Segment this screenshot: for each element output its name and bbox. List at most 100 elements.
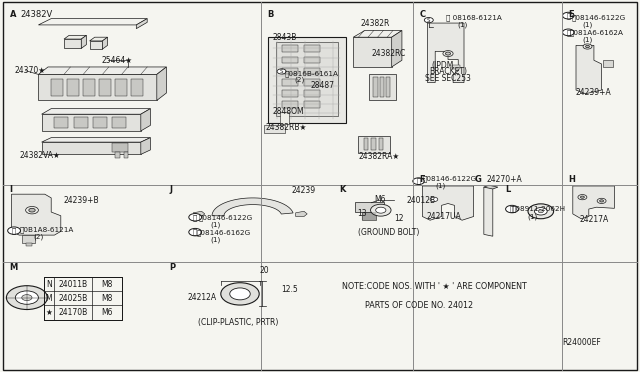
Text: Ⓑ: Ⓑ [193, 229, 197, 235]
Text: Ⓚ: Ⓚ [510, 206, 514, 212]
Polygon shape [603, 60, 613, 67]
Bar [282, 90, 298, 97]
Text: Ⓑ: Ⓑ [566, 29, 570, 36]
Text: Ⓑ: Ⓑ [12, 227, 16, 234]
Polygon shape [90, 37, 108, 41]
Text: 24212A: 24212A [188, 293, 217, 302]
Text: B: B [268, 10, 274, 19]
Polygon shape [93, 117, 107, 128]
Polygon shape [484, 185, 498, 189]
Text: E: E [568, 10, 574, 19]
Polygon shape [112, 117, 126, 128]
Text: C: C [419, 10, 426, 19]
Polygon shape [115, 152, 120, 158]
Text: Ⓑ081A6-6162A: Ⓑ081A6-6162A [570, 29, 623, 36]
Bar [304, 101, 320, 108]
Text: ␨0816B-6161A: ␨0816B-6161A [285, 70, 339, 77]
Polygon shape [379, 138, 383, 150]
Polygon shape [54, 117, 68, 128]
Circle shape [424, 17, 433, 23]
Polygon shape [280, 112, 289, 124]
Polygon shape [355, 202, 384, 212]
Polygon shape [83, 79, 95, 96]
Text: H: H [568, 175, 575, 184]
Circle shape [586, 45, 589, 48]
Text: 2843B: 2843B [273, 33, 297, 42]
Text: (IPDM: (IPDM [431, 61, 454, 70]
Circle shape [15, 291, 38, 304]
Bar [282, 79, 298, 86]
Circle shape [443, 51, 453, 57]
Text: (CLIP-PLASTIC, PRTR): (CLIP-PLASTIC, PRTR) [198, 318, 279, 327]
Bar [44, 277, 122, 320]
Text: 24382RA★: 24382RA★ [358, 152, 399, 161]
Circle shape [277, 69, 286, 74]
Text: (1): (1) [582, 22, 593, 28]
Text: Ⓑ: Ⓑ [566, 12, 570, 19]
Polygon shape [38, 19, 147, 25]
Polygon shape [131, 79, 143, 96]
Polygon shape [371, 138, 376, 150]
Polygon shape [38, 74, 157, 100]
Bar [304, 57, 320, 63]
Text: 2848OM: 2848OM [273, 107, 304, 116]
Polygon shape [141, 109, 150, 131]
Polygon shape [42, 114, 141, 131]
Polygon shape [353, 31, 402, 37]
Polygon shape [358, 136, 390, 153]
Text: 24382R: 24382R [360, 19, 390, 28]
Text: 24011B: 24011B [58, 280, 88, 289]
Polygon shape [74, 117, 88, 128]
Text: 24382V: 24382V [20, 10, 52, 19]
Polygon shape [212, 198, 293, 216]
Text: M: M [10, 263, 18, 272]
Polygon shape [26, 243, 32, 246]
Polygon shape [392, 31, 402, 67]
Polygon shape [276, 42, 338, 116]
Polygon shape [452, 65, 460, 69]
Polygon shape [42, 138, 150, 142]
Text: 24012B: 24012B [406, 196, 436, 205]
Text: M8: M8 [101, 280, 113, 289]
Text: Ⓑ08146-6122G: Ⓑ08146-6122G [422, 175, 477, 182]
Polygon shape [573, 186, 614, 219]
Polygon shape [369, 74, 396, 100]
Bar [282, 57, 298, 63]
Bar [282, 45, 298, 52]
Text: M6: M6 [101, 308, 113, 317]
Polygon shape [264, 125, 285, 133]
Polygon shape [51, 79, 63, 96]
Circle shape [538, 210, 543, 213]
Text: PARTS OF CODE NO. 24012: PARTS OF CODE NO. 24012 [365, 301, 473, 310]
Bar [304, 90, 320, 97]
Text: Ⓚ08911-2062H: Ⓚ08911-2062H [512, 206, 566, 212]
Polygon shape [67, 79, 79, 96]
Polygon shape [193, 211, 205, 217]
Polygon shape [386, 77, 390, 97]
Text: M: M [45, 294, 52, 303]
Circle shape [580, 196, 584, 198]
Polygon shape [124, 152, 128, 158]
Circle shape [534, 208, 547, 215]
Polygon shape [484, 187, 493, 236]
Polygon shape [428, 23, 464, 83]
Polygon shape [353, 37, 392, 67]
Text: 12.5: 12.5 [282, 285, 298, 294]
Circle shape [528, 204, 554, 219]
Text: Ⓑ0B1A8-6121A: Ⓑ0B1A8-6121A [19, 226, 74, 233]
Text: 24217A: 24217A [579, 215, 609, 224]
Circle shape [22, 295, 32, 301]
Circle shape [430, 197, 438, 202]
Text: S: S [427, 17, 431, 23]
Text: M6: M6 [374, 195, 386, 204]
Circle shape [371, 204, 391, 216]
Polygon shape [64, 35, 86, 39]
Bar [268, 37, 346, 123]
Polygon shape [99, 79, 111, 96]
Circle shape [6, 286, 47, 310]
Text: G: G [475, 175, 482, 184]
Text: 24382VA★: 24382VA★ [19, 151, 60, 160]
Text: F: F [419, 175, 425, 184]
Text: R24000EF: R24000EF [562, 338, 601, 347]
Polygon shape [64, 39, 81, 48]
